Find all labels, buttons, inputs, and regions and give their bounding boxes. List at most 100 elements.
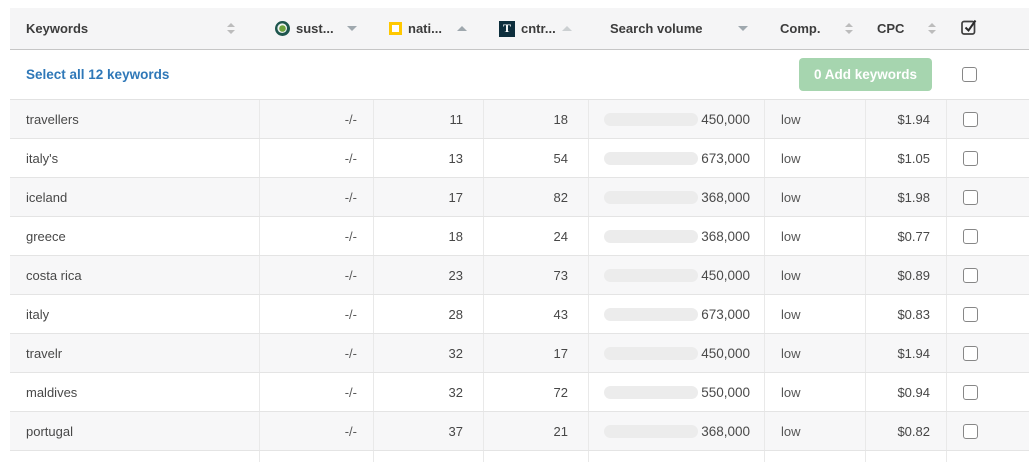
keywords-table: Keywords sust... nati... bbox=[10, 8, 1029, 462]
sust-metric-cell: -/- bbox=[259, 217, 373, 255]
row-checkbox[interactable] bbox=[963, 189, 978, 205]
row-checkbox[interactable] bbox=[963, 384, 978, 400]
table-row: italy -/- 28 43 673,000 low $0.83 bbox=[10, 295, 1029, 334]
search-volume-cell: 550,000 bbox=[588, 373, 764, 411]
nati-position-cell: 37 bbox=[373, 412, 483, 450]
column-header-search-volume[interactable]: Search volume bbox=[588, 8, 764, 49]
sust-metric-cell: -/- bbox=[259, 178, 373, 216]
sust-metric-cell: -/- bbox=[259, 334, 373, 372]
nati-position-cell: 32 bbox=[373, 373, 483, 411]
column-header-nati[interactable]: nati... bbox=[373, 8, 483, 49]
column-header-keywords[interactable]: Keywords bbox=[10, 8, 259, 49]
row-checkbox[interactable] bbox=[963, 150, 978, 166]
competition-cell: low bbox=[764, 295, 865, 333]
search-volume-cell: 450,000 bbox=[588, 100, 764, 138]
keyword-cell[interactable]: greece bbox=[26, 228, 66, 244]
volume-value: 450,000 bbox=[701, 111, 750, 127]
keyword-cell[interactable]: italy's bbox=[26, 150, 59, 166]
keyword-cell[interactable]: italy bbox=[26, 306, 50, 322]
select-all-checkbox[interactable] bbox=[962, 67, 977, 82]
volume-bar-track bbox=[604, 268, 698, 282]
cpc-cell: $0.77 bbox=[865, 217, 946, 255]
search-volume-cell: 450,000 bbox=[588, 256, 764, 294]
row-checkbox[interactable] bbox=[963, 111, 978, 127]
cntr-position-cell: 43 bbox=[483, 295, 588, 333]
volume-value: 450,000 bbox=[701, 345, 750, 361]
sust-metric-cell: -/- bbox=[259, 412, 373, 450]
column-label-cntr: cntr... bbox=[521, 21, 556, 36]
competition-cell: low bbox=[764, 373, 865, 411]
cpc-cell: $1.98 bbox=[865, 178, 946, 216]
volume-bar-track bbox=[604, 385, 698, 399]
cntr-position-cell: 72 bbox=[483, 373, 588, 411]
search-volume-cell: 673,000 bbox=[588, 139, 764, 177]
select-all-link[interactable]: Select all 12 keywords bbox=[26, 67, 170, 82]
cntr-position-cell: 21 bbox=[483, 412, 588, 450]
keyword-cell[interactable]: iceland bbox=[26, 189, 68, 205]
nati-position-cell: 11 bbox=[373, 100, 483, 138]
row-checkbox-cell bbox=[946, 256, 1029, 294]
row-checkbox[interactable] bbox=[963, 423, 978, 439]
column-header-comp[interactable]: Comp. bbox=[764, 8, 865, 49]
row-checkbox[interactable] bbox=[963, 228, 978, 244]
volume-bar-track bbox=[604, 229, 698, 243]
row-checkbox-cell bbox=[946, 178, 1029, 216]
sust-metric-cell: -/- bbox=[259, 295, 373, 333]
column-header-cpc[interactable]: CPC bbox=[865, 8, 946, 49]
volume-value: 368,000 bbox=[701, 228, 750, 244]
row-checkbox-cell bbox=[946, 373, 1029, 411]
competition-cell: low bbox=[764, 100, 865, 138]
search-volume-cell: 368,000 bbox=[588, 217, 764, 255]
column-label-keywords: Keywords bbox=[26, 21, 89, 36]
sust-metric-cell: -/- bbox=[259, 373, 373, 411]
keyword-cell[interactable]: maldives bbox=[26, 384, 78, 400]
table-row: maldives -/- 32 72 550,000 low $0.94 bbox=[10, 373, 1029, 412]
column-header-cntr[interactable]: T cntr... bbox=[483, 8, 588, 49]
sort-both-icon[interactable] bbox=[227, 23, 235, 34]
add-keywords-button[interactable]: 0 Add keywords bbox=[798, 58, 932, 91]
cpc-cell: $0.89 bbox=[865, 256, 946, 294]
keyword-cell[interactable]: travellers bbox=[26, 111, 79, 127]
keyword-cell[interactable]: travelr bbox=[26, 345, 63, 361]
sort-both-icon[interactable] bbox=[928, 23, 936, 34]
column-header-sust[interactable]: sust... bbox=[259, 8, 373, 49]
keyword-cell[interactable]: portugal bbox=[26, 423, 73, 439]
sort-desc-icon[interactable] bbox=[738, 26, 748, 31]
row-checkbox-cell bbox=[946, 217, 1029, 255]
cntr-position-cell: 24 bbox=[483, 217, 588, 255]
volume-bar-track bbox=[604, 112, 698, 126]
cntr-position-cell: 18 bbox=[483, 100, 588, 138]
partial-row bbox=[10, 451, 1029, 462]
sort-asc-icon[interactable] bbox=[457, 26, 467, 31]
checked-checkbox-icon[interactable] bbox=[960, 18, 978, 39]
row-checkbox[interactable] bbox=[963, 267, 978, 283]
row-checkbox-cell bbox=[946, 139, 1029, 177]
volume-value: 673,000 bbox=[701, 150, 750, 166]
table-body: travellers -/- 11 18 450,000 low $1.94 i… bbox=[10, 100, 1029, 451]
keyword-cell[interactable]: costa rica bbox=[26, 267, 82, 283]
cpc-cell: $0.83 bbox=[865, 295, 946, 333]
volume-bar-track bbox=[604, 190, 698, 204]
volume-bar-track bbox=[604, 346, 698, 360]
toolbar-checkbox-cell bbox=[946, 67, 1029, 82]
competition-cell: low bbox=[764, 178, 865, 216]
volume-value: 368,000 bbox=[701, 189, 750, 205]
cntr-position-cell: 82 bbox=[483, 178, 588, 216]
column-label-cpc: CPC bbox=[877, 21, 905, 36]
cpc-cell: $0.82 bbox=[865, 412, 946, 450]
table-header-row: Keywords sust... nati... bbox=[10, 8, 1029, 50]
volume-value: 550,000 bbox=[701, 384, 750, 400]
sust-metric-cell: -/- bbox=[259, 256, 373, 294]
column-label-nati: nati... bbox=[408, 21, 442, 36]
row-checkbox[interactable] bbox=[963, 345, 978, 361]
column-header-select[interactable] bbox=[946, 8, 1029, 49]
cpc-cell: $1.94 bbox=[865, 334, 946, 372]
competition-cell: low bbox=[764, 217, 865, 255]
sort-asc-light-icon[interactable] bbox=[562, 26, 572, 31]
volume-value: 368,000 bbox=[701, 423, 750, 439]
sust-metric-cell: -/- bbox=[259, 100, 373, 138]
sort-desc-icon[interactable] bbox=[347, 26, 357, 31]
sort-both-icon[interactable] bbox=[845, 23, 853, 34]
row-checkbox[interactable] bbox=[963, 306, 978, 322]
table-row: costa rica -/- 23 73 450,000 low $0.89 bbox=[10, 256, 1029, 295]
